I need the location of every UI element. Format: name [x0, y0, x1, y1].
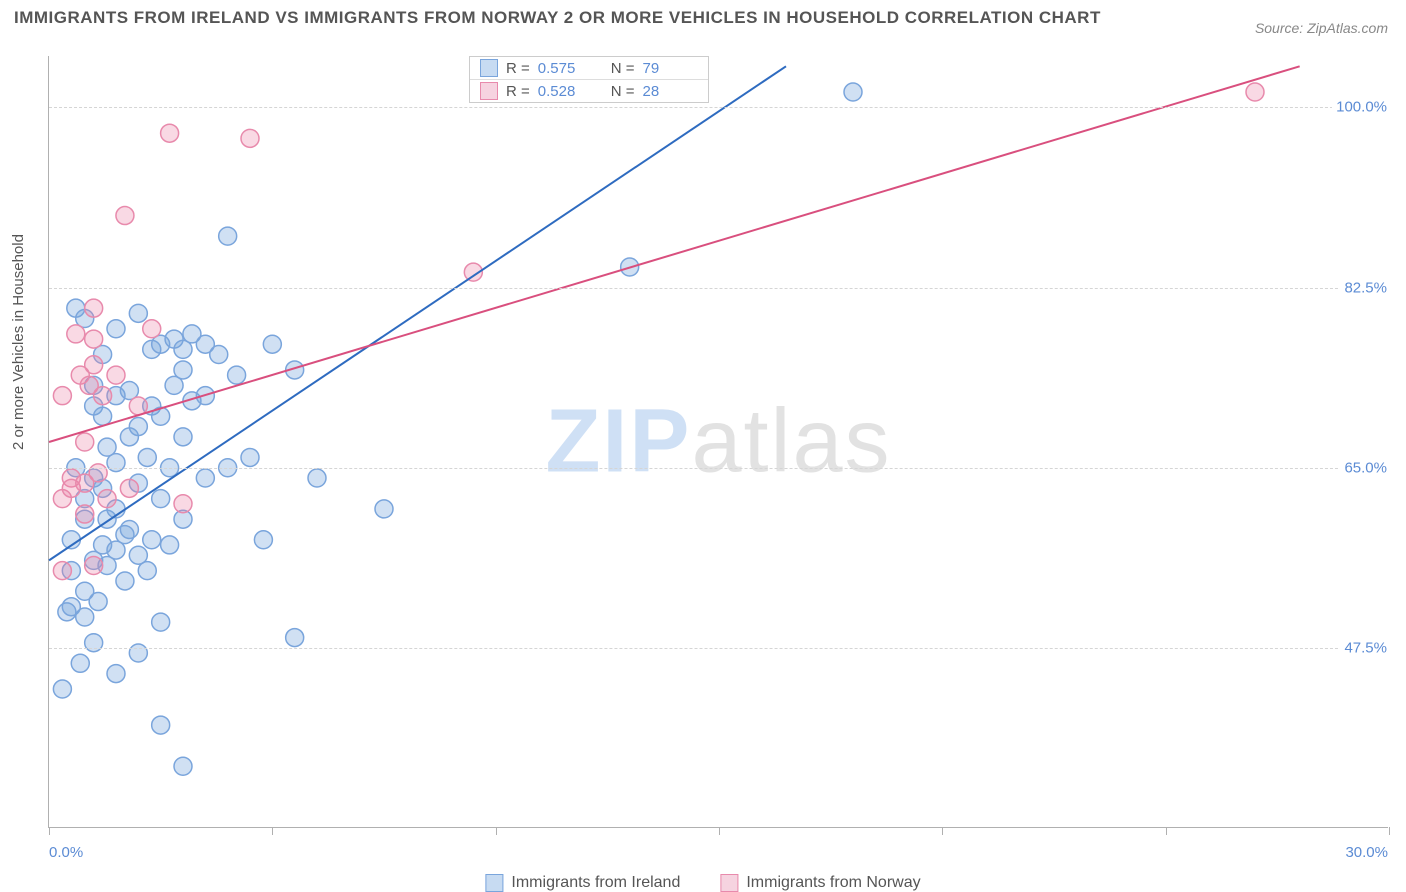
- data-point: [116, 207, 134, 225]
- series-legend: Immigrants from Ireland Immigrants from N…: [485, 874, 920, 892]
- y-tick-label: 82.5%: [1340, 279, 1391, 296]
- x-tick-label-right: 30.0%: [1345, 844, 1388, 861]
- data-point: [107, 366, 125, 384]
- data-point: [241, 448, 259, 466]
- x-tick-label-left: 0.0%: [49, 844, 83, 861]
- data-point: [152, 613, 170, 631]
- data-point: [76, 505, 94, 523]
- legend-n-label: N =: [611, 60, 635, 77]
- data-point: [196, 469, 214, 487]
- legend-n-label: N =: [611, 83, 635, 100]
- data-point: [263, 335, 281, 353]
- y-axis-label: 2 or more Vehicles in Household: [10, 234, 27, 450]
- legend-swatch: [720, 874, 738, 892]
- regression-line: [49, 66, 1300, 442]
- data-point: [116, 572, 134, 590]
- data-point: [89, 464, 107, 482]
- data-point: [129, 304, 147, 322]
- chart-area: ZIPatlas R =0.575N =79R =0.528N =28 47.5…: [48, 56, 1388, 828]
- data-point: [254, 531, 272, 549]
- data-point: [174, 428, 192, 446]
- data-point: [129, 418, 147, 436]
- data-point: [174, 361, 192, 379]
- data-point: [161, 536, 179, 554]
- data-point: [174, 495, 192, 513]
- data-point: [107, 320, 125, 338]
- data-point: [85, 330, 103, 348]
- data-point: [71, 654, 89, 672]
- data-point: [174, 757, 192, 775]
- data-point: [219, 227, 237, 245]
- legend-r-label: R =: [506, 60, 530, 77]
- legend-n-value: 79: [643, 60, 698, 77]
- data-point: [844, 83, 862, 101]
- data-point: [67, 325, 85, 343]
- legend-label: Immigrants from Norway: [746, 874, 920, 892]
- chart-title: IMMIGRANTS FROM IRELAND VS IMMIGRANTS FR…: [14, 8, 1101, 28]
- y-tick-label: 100.0%: [1332, 99, 1391, 116]
- data-point: [375, 500, 393, 518]
- x-tick: [719, 827, 720, 835]
- data-point: [210, 346, 228, 364]
- data-point: [143, 320, 161, 338]
- x-tick: [1389, 827, 1390, 835]
- data-point: [98, 490, 116, 508]
- legend-label: Immigrants from Ireland: [511, 874, 680, 892]
- data-point: [120, 520, 138, 538]
- data-point: [76, 433, 94, 451]
- data-point: [143, 531, 161, 549]
- y-tick-label: 65.0%: [1340, 459, 1391, 476]
- data-point: [138, 562, 156, 580]
- data-point: [286, 629, 304, 647]
- data-point: [76, 608, 94, 626]
- data-point: [138, 448, 156, 466]
- legend-r-label: R =: [506, 83, 530, 100]
- legend-swatch: [485, 874, 503, 892]
- data-point: [85, 634, 103, 652]
- data-point: [53, 680, 71, 698]
- data-point: [152, 716, 170, 734]
- legend-item: Immigrants from Norway: [720, 874, 920, 892]
- regression-line: [49, 66, 786, 560]
- gridline: [49, 107, 1388, 108]
- source-label: Source: ZipAtlas.com: [1255, 20, 1388, 36]
- correlation-legend: R = 0.575 N = 79 R = 0.528 N = 28: [469, 56, 709, 103]
- legend-row: R = 0.575 N = 79: [470, 57, 708, 80]
- data-point: [89, 593, 107, 611]
- legend-swatch: [480, 59, 498, 77]
- data-point: [228, 366, 246, 384]
- gridline: [49, 288, 1388, 289]
- legend-n-value: 28: [643, 83, 698, 100]
- legend-r-value: 0.575: [538, 60, 593, 77]
- data-point: [85, 557, 103, 575]
- data-point: [152, 490, 170, 508]
- data-point: [94, 407, 112, 425]
- gridline: [49, 468, 1388, 469]
- data-point: [129, 644, 147, 662]
- data-point: [94, 387, 112, 405]
- legend-swatch: [480, 82, 498, 100]
- y-tick-label: 47.5%: [1340, 639, 1391, 656]
- data-point: [120, 479, 138, 497]
- data-point: [53, 387, 71, 405]
- scatter-plot: [49, 56, 1388, 827]
- legend-item: Immigrants from Ireland: [485, 874, 680, 892]
- data-point: [53, 562, 71, 580]
- x-tick: [496, 827, 497, 835]
- legend-row: R = 0.528 N = 28: [470, 80, 708, 102]
- x-tick: [272, 827, 273, 835]
- data-point: [85, 356, 103, 374]
- data-point: [107, 454, 125, 472]
- legend-r-value: 0.528: [538, 83, 593, 100]
- data-point: [107, 665, 125, 683]
- data-point: [161, 124, 179, 142]
- data-point: [85, 299, 103, 317]
- x-tick: [49, 827, 50, 835]
- gridline: [49, 648, 1388, 649]
- x-tick: [942, 827, 943, 835]
- data-point: [308, 469, 326, 487]
- data-point: [1246, 83, 1264, 101]
- x-tick: [1166, 827, 1167, 835]
- data-point: [241, 129, 259, 147]
